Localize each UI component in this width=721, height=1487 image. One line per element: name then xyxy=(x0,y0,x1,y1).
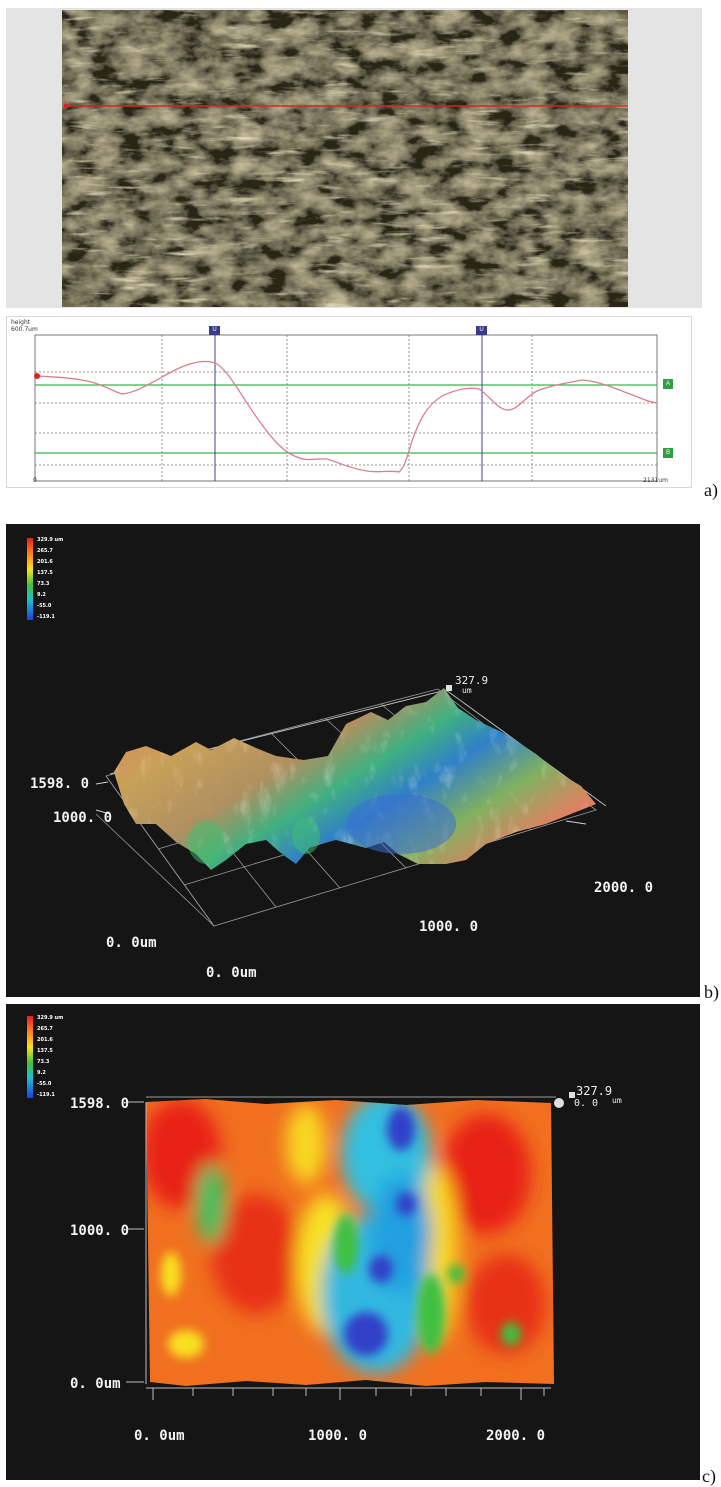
panel-b: 329.9 um 265.7 201.6 137.5 73.3 9.2 -55.… xyxy=(6,524,700,997)
colorbar-label: 9.2 xyxy=(37,1070,46,1076)
x-axis-end-label: 2000. 0 xyxy=(594,880,654,896)
colorbar-label: 329.9 um xyxy=(37,537,64,543)
origin-x-label: 0. 0um xyxy=(206,965,257,981)
colorbar-label: 201.6 xyxy=(37,559,53,565)
colorbar-label: 201.6 xyxy=(37,1037,53,1043)
colorbar-label: 73.3 xyxy=(37,1059,50,1065)
min-value-label: 0. 0 xyxy=(574,1098,599,1109)
max-marker xyxy=(554,1098,564,1108)
cursor-tag-right[interactable]: U xyxy=(476,326,487,335)
colorbar-label: 9.2 xyxy=(37,592,46,598)
colorbar xyxy=(27,1016,33,1098)
panel-c: 329.9 um 265.7 201.6 137.5 73.3 9.2 -55.… xyxy=(6,1004,700,1480)
colorbar-label: 265.7 xyxy=(37,548,53,554)
panel-a: height 600.7um xyxy=(0,0,721,500)
colorbar-label: -119.1 xyxy=(37,614,55,620)
profile-chart: height 600.7um xyxy=(6,316,692,488)
y-axis-top-label: 1598. 0 xyxy=(30,776,90,792)
panel-a-label: a) xyxy=(704,480,718,500)
x-axis-start-label: 0 xyxy=(33,477,37,484)
reference-tag-lower[interactable]: B xyxy=(663,448,673,458)
colorbar-label: 73.3 xyxy=(37,581,50,587)
surface-3d-plot xyxy=(95,685,607,927)
y-axis-mid-label: 1000. 0 xyxy=(53,810,113,826)
origin-y-label: 0. 0um xyxy=(106,935,157,951)
x-axis-mid-label: 1000. 0 xyxy=(308,1428,368,1444)
x-axis-mid-label: 1000. 0 xyxy=(419,919,479,935)
y-axis-bottom-label: 0. 0um xyxy=(70,1376,121,1392)
fabric-photo-frame xyxy=(6,8,702,308)
height-map xyxy=(126,1092,575,1400)
colorbar-label: 137.5 xyxy=(37,570,53,576)
reference-tag-upper[interactable]: A xyxy=(663,379,673,389)
cursor-tag-left[interactable]: U xyxy=(209,326,220,335)
colorbar-label: -119.1 xyxy=(37,1092,55,1098)
max-value-label: 327.9 xyxy=(576,1084,613,1098)
y-axis-mid-label: 1000. 0 xyxy=(70,1223,130,1239)
y-axis-top-label: 1598. 0 xyxy=(70,1096,130,1112)
profile-plot xyxy=(34,334,658,482)
colorbar-label: 329.9 um xyxy=(37,1015,64,1021)
unit-label: um xyxy=(612,1096,622,1105)
max-unit-label: um xyxy=(462,686,472,695)
max-value-label: 327.9 xyxy=(455,674,489,687)
height-profile-curve xyxy=(36,360,658,473)
x-axis-start-label: 0. 0um xyxy=(134,1428,185,1444)
panel-c-label: c) xyxy=(702,1466,716,1486)
height-label: height xyxy=(11,319,31,326)
panel-b-label: b) xyxy=(704,982,719,1002)
colorbar-label: -55.0 xyxy=(37,603,52,609)
colorbar-label: -55.0 xyxy=(37,1081,52,1087)
colorbar-label: 137.5 xyxy=(37,1048,53,1054)
fabric-micrograph xyxy=(62,10,628,307)
x-axis-end-label: 2000. 0 xyxy=(486,1428,546,1444)
height-value: 600.7um xyxy=(11,326,38,333)
colorbar-label: 265.7 xyxy=(37,1026,53,1032)
x-axis-end-label: 2131um xyxy=(643,477,668,484)
max-marker xyxy=(446,685,452,691)
colorbar xyxy=(27,538,33,620)
